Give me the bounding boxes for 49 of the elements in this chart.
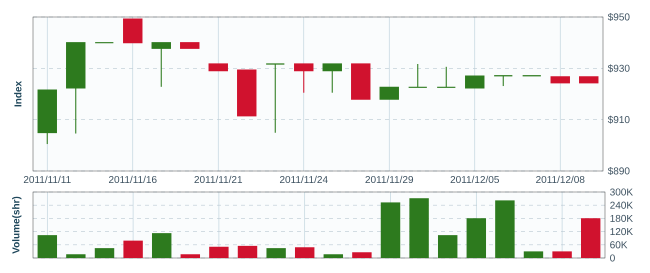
- candlestick: [123, 18, 142, 44]
- x-tick-label: 2011/11/16: [108, 176, 157, 184]
- y-tick-label: 180K: [610, 214, 633, 222]
- y-tick-label: 240K: [610, 202, 633, 209]
- y-tick-label: 300K: [610, 188, 633, 196]
- bar: [238, 246, 258, 258]
- candlestick: [322, 63, 342, 94]
- x-tick-label: 2011/12/08: [536, 176, 584, 184]
- bar: [552, 251, 572, 258]
- x-tick-label: 2011/11/21: [194, 176, 242, 184]
- candlestick: [408, 63, 428, 88]
- y-tick-label: 60K: [610, 241, 628, 248]
- bar: [524, 251, 544, 258]
- x-tick-label: 2011/12/05: [450, 176, 499, 184]
- bar: [152, 233, 172, 258]
- bar: [123, 240, 143, 258]
- bar: [180, 254, 200, 258]
- bar: [266, 248, 286, 258]
- bar: [324, 254, 344, 258]
- bar: [466, 218, 486, 258]
- bar: [380, 202, 400, 258]
- bar: [66, 254, 86, 258]
- bar: [209, 246, 229, 258]
- y-axis-title: Index: [14, 81, 22, 106]
- candlestick: [436, 66, 456, 88]
- bar: [352, 252, 372, 258]
- bar: [495, 200, 515, 258]
- y-tick-label: 120K: [610, 228, 633, 236]
- y-tick-label: 0: [610, 254, 615, 262]
- y-tick-label: $930: [608, 64, 630, 72]
- candlestick: [266, 63, 285, 134]
- x-tick-label: 2011/11/29: [365, 176, 414, 184]
- candlestick: [152, 42, 171, 88]
- y-axis-title: Volume(shr): [12, 196, 22, 254]
- x-tick-label: 2011/11/24: [280, 176, 328, 184]
- candlestick: [294, 63, 314, 94]
- x-tick-label: 2011/11/11: [24, 176, 71, 184]
- bar: [294, 247, 314, 258]
- candlestick: [494, 75, 513, 87]
- y-tick-label: $890: [608, 166, 630, 176]
- bar: [438, 235, 458, 258]
- bar: [580, 218, 600, 258]
- bar: [409, 198, 429, 258]
- y-tick-label: $950: [608, 12, 630, 22]
- y-tick-label: $910: [608, 116, 630, 124]
- bar: [38, 235, 58, 258]
- candlestick: [380, 86, 399, 100]
- candlestick: [465, 75, 484, 88]
- bar: [94, 248, 114, 258]
